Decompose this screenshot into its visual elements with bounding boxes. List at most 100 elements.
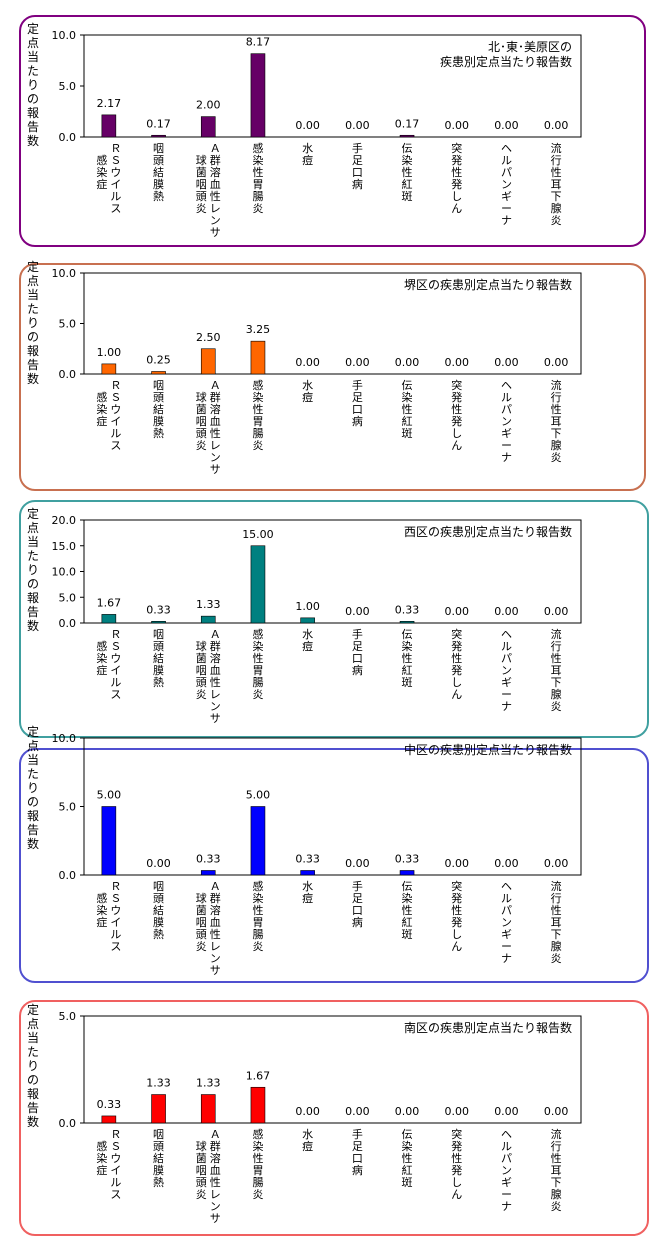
- svg-text:当: 当: [27, 753, 39, 767]
- svg-text:水: 水: [302, 1128, 313, 1141]
- svg-text:ー: ー: [501, 439, 512, 452]
- svg-text:炎: 炎: [551, 451, 562, 464]
- svg-text:炎: 炎: [551, 1200, 562, 1213]
- svg-text:斑: 斑: [402, 190, 413, 203]
- svg-text:ス: ス: [110, 202, 121, 215]
- svg-text:発: 発: [451, 414, 462, 428]
- svg-text:性: 性: [451, 651, 462, 665]
- bar: [101, 114, 117, 138]
- svg-text:感: 感: [252, 1128, 263, 1141]
- svg-text:熱: 熱: [153, 676, 164, 689]
- svg-text:Ａ: Ａ: [210, 880, 221, 893]
- svg-text:口: 口: [352, 1152, 363, 1165]
- svg-text:ス: ス: [110, 1188, 121, 1201]
- svg-text:咽: 咽: [196, 664, 207, 677]
- bar: [399, 134, 415, 138]
- svg-text:水: 水: [302, 880, 313, 893]
- svg-text:レ: レ: [210, 202, 221, 215]
- svg-text:腸: 腸: [252, 676, 263, 689]
- svg-text:結: 結: [153, 402, 164, 416]
- svg-text:炎: 炎: [196, 202, 207, 215]
- svg-text:性: 性: [451, 402, 462, 416]
- svg-text:ギ: ギ: [501, 928, 512, 941]
- svg-text:Ｒ: Ｒ: [110, 628, 121, 641]
- svg-text:性: 性: [451, 1151, 462, 1165]
- bar-value-label: 0.00: [494, 605, 519, 618]
- svg-text:炎: 炎: [252, 439, 263, 452]
- chart-title: 堺区の疾患別定点当たり報告数: [404, 277, 572, 292]
- y-tick-label: 5.0: [59, 591, 77, 604]
- x-tick-label: 水痘: [302, 142, 313, 167]
- bar-value-label: 0.00: [445, 1105, 470, 1118]
- svg-text:胃: 胃: [252, 415, 263, 428]
- svg-text:膜: 膜: [153, 664, 164, 677]
- svg-text:炎: 炎: [196, 1188, 207, 1201]
- svg-text:膜: 膜: [153, 178, 164, 191]
- svg-text:感: 感: [252, 880, 263, 893]
- svg-text:パ: パ: [501, 403, 512, 416]
- x-tick-label-line2: 感染症: [96, 1140, 107, 1177]
- svg-text:性: 性: [402, 402, 413, 416]
- svg-text:症: 症: [96, 663, 107, 677]
- bar-value-label: 0.00: [395, 356, 420, 369]
- svg-text:咽: 咽: [196, 916, 207, 929]
- bar: [101, 363, 117, 375]
- bar-value-label: 3.25: [246, 323, 271, 336]
- svg-text:レ: レ: [210, 439, 221, 452]
- bar-value-label: 0.00: [544, 119, 569, 132]
- svg-text:溶: 溶: [210, 402, 221, 416]
- svg-text:性: 性: [210, 1175, 221, 1189]
- bar-value-label: 0.33: [196, 852, 221, 865]
- svg-text:パ: パ: [501, 904, 512, 917]
- svg-text:定: 定: [27, 724, 39, 739]
- bar-value-label: 2.00: [196, 99, 221, 112]
- svg-text:腺: 腺: [551, 939, 562, 953]
- svg-text:た: た: [27, 767, 39, 781]
- bar: [151, 371, 166, 375]
- y-tick-label: 10.0: [52, 29, 77, 42]
- svg-text:痘: 痘: [302, 891, 313, 905]
- svg-text:ル: ル: [501, 1140, 512, 1153]
- svg-text:腸: 腸: [252, 427, 263, 440]
- bar: [101, 806, 117, 876]
- bar-value-label: 0.00: [295, 356, 320, 369]
- svg-text:ん: ん: [451, 688, 462, 701]
- svg-text:ス: ス: [110, 688, 121, 701]
- svg-text:ん: ん: [451, 1188, 462, 1201]
- svg-text:Ａ: Ａ: [210, 142, 221, 155]
- x-tick-label: 水痘: [302, 628, 313, 653]
- svg-text:性: 性: [402, 1151, 413, 1165]
- svg-text:感: 感: [252, 628, 263, 641]
- bar: [200, 615, 216, 624]
- svg-text:発: 発: [451, 153, 462, 167]
- svg-text:告: 告: [27, 1101, 39, 1115]
- chart-title: 中区の疾患別定点当たり報告数: [404, 742, 572, 757]
- svg-text:菌: 菌: [196, 403, 207, 416]
- svg-text:腺: 腺: [551, 201, 562, 215]
- svg-text:染: 染: [402, 153, 413, 167]
- svg-text:点: 点: [27, 274, 39, 288]
- svg-text:胃: 胃: [252, 916, 263, 929]
- svg-text:胃: 胃: [252, 1164, 263, 1177]
- chart-frame: [19, 263, 646, 491]
- svg-text:水: 水: [302, 628, 313, 641]
- svg-text:数: 数: [27, 133, 39, 148]
- svg-text:耳: 耳: [551, 415, 562, 428]
- bar-value-label: 0.00: [445, 119, 470, 132]
- svg-text:サ: サ: [210, 463, 221, 476]
- bar-value-label: 0.00: [445, 356, 470, 369]
- bar-value-label: 0.00: [345, 356, 370, 369]
- svg-text:下: 下: [551, 427, 562, 440]
- svg-text:告: 告: [27, 823, 39, 837]
